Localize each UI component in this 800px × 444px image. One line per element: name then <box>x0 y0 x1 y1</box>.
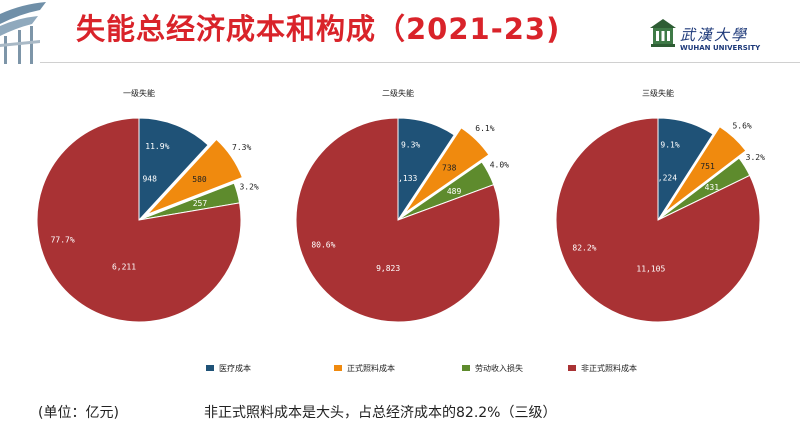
pie-value-label: 6,211 <box>112 263 136 272</box>
pie-value-label: 738 <box>442 164 457 173</box>
pie-slice <box>664 126 747 214</box>
pie-slice <box>404 127 490 214</box>
unit-note: (单位：亿元) <box>38 405 119 421</box>
pie-slice <box>36 117 242 323</box>
legend-swatch <box>462 365 470 371</box>
pie-title: 三级失能 <box>642 88 674 98</box>
pie-percent-label: 82.2% <box>572 243 596 252</box>
pie-percent-label: 9.3% <box>401 141 420 150</box>
pie-value-label: 257 <box>193 199 208 208</box>
legend-swatch <box>568 365 576 371</box>
university-logo-icon <box>650 19 676 47</box>
pie-percent-label: 7.3% <box>232 143 251 152</box>
pie-value-label: 489 <box>447 187 462 196</box>
pie-percent-label: 3.2% <box>239 183 258 192</box>
pavilion-decoration-icon <box>0 0 64 66</box>
pie-percent-label: 9.1% <box>660 141 679 150</box>
pie-percent-label: 6.1% <box>475 124 494 133</box>
pie-percent-label: 5.6% <box>732 122 751 131</box>
logo-name-cn: 武漢大學 <box>680 26 749 44</box>
pie-slice <box>146 138 244 215</box>
pie-value-label: 11,105 <box>636 264 665 273</box>
pie-slice <box>295 117 501 323</box>
pie-percent-label: 80.6% <box>311 241 335 250</box>
legend-label: 正式照料成本 <box>347 363 395 373</box>
pie-percent-label: 4.0% <box>490 160 509 169</box>
pie-value-label: 751 <box>700 162 715 171</box>
pie-charts: 11.9% 948 7.3% 580 3.2% 257 77.7% 6,211 一级失能 9.3%… <box>36 88 765 373</box>
legend-swatch <box>206 365 214 371</box>
legend-label: 劳动收入损失 <box>475 363 523 373</box>
pie-title: 一级失能 <box>123 88 155 98</box>
pie-value-label: 580 <box>192 175 207 184</box>
pie-percent-label: 77.7% <box>51 235 75 244</box>
pie-percent-label: 3.2% <box>746 153 765 162</box>
page-title: 失能总经济成本和构成（2021-23) <box>76 12 561 46</box>
pie-value-label: 1,133 <box>393 174 417 183</box>
pie-value-label: 948 <box>142 175 157 184</box>
pie-percent-label: 11.9% <box>145 142 169 151</box>
summary-note: 非正式照料成本是大头，占总经济成本的82.2%（三级） <box>204 405 557 421</box>
pie-value-label: 431 <box>705 183 720 192</box>
pie-title: 二级失能 <box>382 88 414 98</box>
pie-value-label: 1,224 <box>653 174 677 183</box>
pie-slice <box>138 117 209 222</box>
legend-label: 非正式照料成本 <box>581 363 637 373</box>
logo-name-en: WUHAN UNIVERSITY <box>680 44 761 52</box>
header-divider <box>40 62 800 63</box>
legend-label: 医疗成本 <box>219 363 251 373</box>
pie-value-label: 9,823 <box>376 264 400 273</box>
pie-slice <box>555 117 761 323</box>
legend-swatch <box>334 365 342 371</box>
